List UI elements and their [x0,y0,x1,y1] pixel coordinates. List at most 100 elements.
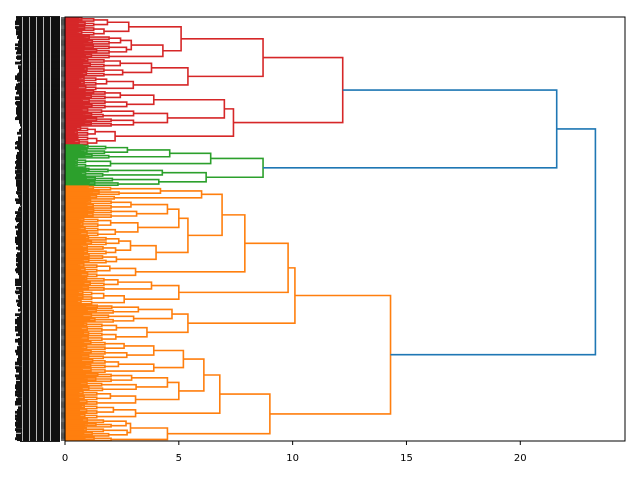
dendrogram-link [65,77,97,82]
dendrogram-link [87,308,98,313]
dendrogram-link [104,146,129,153]
dendrogram-link [65,146,86,149]
dendrogram-link [65,303,85,307]
dendrogram-link [178,242,289,294]
dendrogram-link [65,36,84,40]
dendrogram-link [65,314,110,319]
dendrogram-link [65,364,106,369]
dendrogram-link [65,123,84,126]
dendrogram-link [82,249,89,254]
dendrogram-link [109,46,128,53]
dendrogram-link [65,340,85,343]
x-tick-label: 15 [400,453,413,464]
dendrogram-link [65,387,83,391]
dendrogram-link [65,162,76,166]
dendrogram-link [83,436,95,440]
dendrogram-link [82,112,93,117]
dendrogram-link [65,30,78,33]
dendrogram-link [65,433,83,436]
dendrogram-link [65,219,82,222]
dendrogram-link [80,99,90,103]
dendrogram-link [65,200,87,204]
dendrogram-link [65,31,95,36]
dendrogram-link [96,406,115,413]
dendrogram-link [65,390,80,394]
dendrogram-link [65,305,87,309]
dendrogram-link [104,363,155,372]
dendrogram-link [83,49,98,53]
dendrogram-link [65,27,79,31]
dendrogram-link [65,285,83,289]
dendrogram-link [65,178,87,181]
dendrogram-link [83,304,98,308]
dendrogram-link [82,331,90,336]
dendrogram-link [65,396,79,400]
dendrogram-link [65,176,87,179]
dendrogram-link [65,437,84,441]
dendrogram-link [110,187,162,195]
dendrogram-link [80,349,92,354]
dendrogram-link [65,419,83,423]
dendrogram-link [187,193,223,237]
dendrogram-link [65,346,106,351]
dendrogram-link [65,62,84,65]
leaf-label-gap [22,17,23,441]
dendrogram-link [84,90,95,94]
dendrogram-link [120,62,153,74]
dendrogram-link [65,399,80,403]
dendrogram-link [65,309,114,314]
dendrogram-link [104,101,128,108]
dendrogram-link [108,149,171,158]
dendrogram-link [65,401,80,404]
dendrogram-link [65,77,80,81]
dendrogram-link [103,281,153,290]
dendrogram-link [85,199,92,203]
dendrogram-link [65,59,86,63]
dendrogram-link [65,363,86,366]
dendrogram-link [115,240,132,251]
dendrogram-link [105,238,120,245]
dendrogram-link [65,163,87,168]
dendrogram-link [65,22,95,27]
dendrogram-link [65,264,81,268]
dendrogram-link [80,172,87,176]
dendrogram-link [65,431,85,435]
dendrogram-link [65,155,86,158]
dendrogram-link [65,372,86,375]
dendrogram-link [390,128,597,356]
x-tick-label: 5 [176,453,182,464]
x-tick-label: 20 [514,453,527,464]
dendrogram-link [65,75,82,79]
dendrogram-link [76,135,79,140]
dendrogram-link [76,17,83,21]
dendrogram-link [65,378,88,382]
dendrogram-link [65,118,85,122]
dendrogram-link [65,355,83,359]
leaf-label-gap [43,17,44,441]
dendrogram-link [101,110,135,117]
dendrogram-link [65,350,106,355]
dendrogram-link [65,57,82,61]
dendrogram-link [65,195,116,200]
dendrogram-link [65,167,83,170]
dendrogram-link [91,292,105,299]
dendrogram-link [109,37,122,44]
dendrogram-link [115,108,235,138]
x-tick-label: 10 [286,453,299,464]
dendrogram-link [65,121,86,125]
dendrogram-link [95,78,108,85]
dendrogram-link [65,318,114,323]
dendrogram-link [65,82,82,85]
dendrogram-link [65,337,81,341]
dendrogram-link [120,39,133,51]
dendrogram-link [65,89,86,93]
dendrogram-link [65,326,81,330]
dendrogram-link [65,157,75,161]
dendrogram-link [153,98,226,119]
dendrogram-link [65,331,85,334]
dendrogram-link [65,253,84,257]
dendrogram-link [65,168,88,172]
dendrogram-link [104,92,122,99]
dendrogram-link [65,86,97,91]
dendrogram-link [65,281,82,284]
